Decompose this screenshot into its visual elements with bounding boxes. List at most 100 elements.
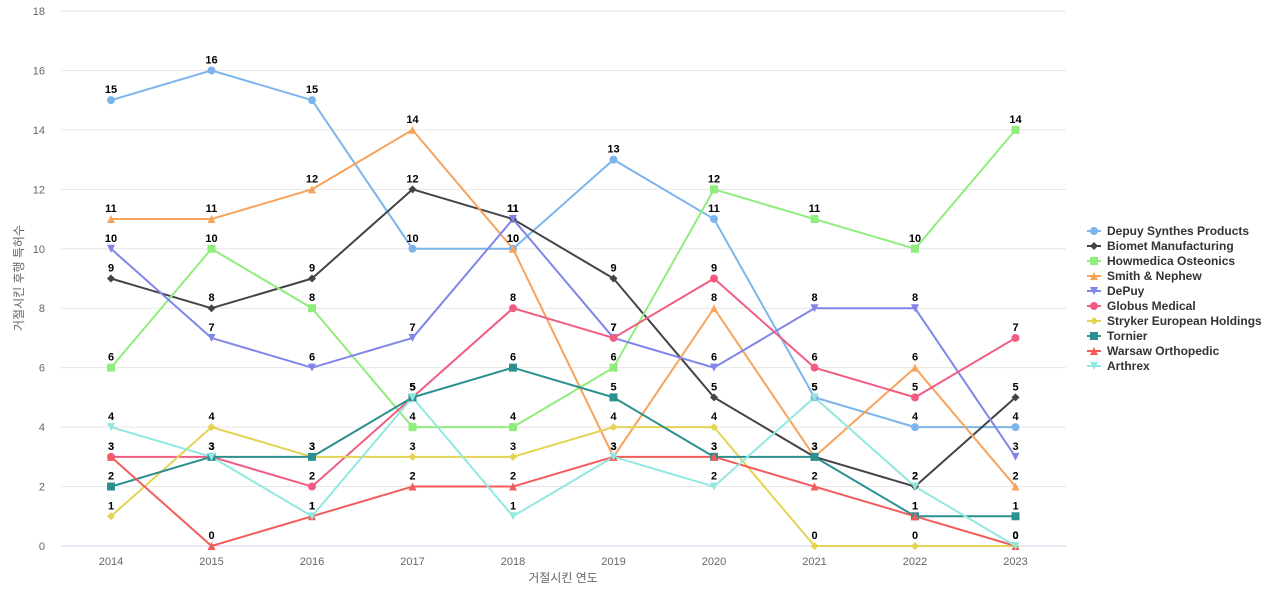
y-tick-label: 18 <box>33 6 45 18</box>
data-label: 6 <box>610 352 616 364</box>
data-label: 3 <box>711 441 717 453</box>
data-label: 8 <box>811 292 817 304</box>
x-tick-label: 2014 <box>99 556 123 568</box>
legend-item[interactable]: Stryker European Holdings <box>1087 314 1262 328</box>
data-label: 4 <box>409 411 416 423</box>
data-label: 3 <box>108 441 114 453</box>
y-tick-label: 6 <box>39 363 45 375</box>
data-label: 4 <box>610 411 617 423</box>
data-label: 2 <box>309 471 315 483</box>
data-label: 2 <box>409 471 415 483</box>
data-point <box>107 274 115 283</box>
series-line <box>110 396 1017 547</box>
legend-item[interactable]: Biomet Manufacturing <box>1087 239 1234 253</box>
x-tick-label: 2023 <box>1003 556 1027 568</box>
legend-item[interactable]: Tornier <box>1087 329 1148 343</box>
data-point <box>710 482 718 491</box>
data-point <box>911 363 919 372</box>
data-point <box>408 185 417 194</box>
data-point <box>107 482 115 491</box>
x-tick-label: 2021 <box>802 556 826 568</box>
data-point <box>609 452 618 461</box>
legend-label: Stryker European Holdings <box>1107 314 1262 328</box>
legend-item[interactable]: Depuy Synthes Products <box>1087 224 1249 238</box>
y-tick-label: 16 <box>33 65 45 77</box>
series-line <box>110 188 1017 488</box>
data-point <box>1011 423 1020 432</box>
data-label: 7 <box>610 322 616 334</box>
data-label: 10 <box>507 233 519 245</box>
legend-marker <box>1090 362 1098 370</box>
data-label: 0 <box>912 530 918 542</box>
data-label: 1 <box>510 500 516 512</box>
data-point <box>107 215 115 224</box>
data-label: 3 <box>610 441 616 453</box>
data-point <box>911 393 919 402</box>
data-label: 4 <box>912 411 919 423</box>
data-point <box>408 244 417 253</box>
data-label: 0 <box>1012 530 1018 542</box>
data-point <box>911 423 919 432</box>
data-label: 3 <box>811 441 817 453</box>
legend-label: Smith & Nephew <box>1107 269 1202 283</box>
y-axis-ticks: 0 2 4 6 8 10 12 14 16 18 <box>33 6 45 553</box>
data-label: 3 <box>108 441 114 453</box>
data-label: 0 <box>1012 530 1018 542</box>
legend-label: DePuy <box>1107 284 1145 298</box>
legend-item[interactable]: Globus Medical <box>1087 299 1196 313</box>
data-point <box>609 363 618 372</box>
data-label: 5 <box>711 381 717 393</box>
data-point <box>1011 333 1020 342</box>
data-label: 9 <box>711 263 717 275</box>
y-tick-label: 2 <box>39 482 45 494</box>
data-label: 1 <box>1012 500 1018 512</box>
legend-item[interactable]: Warsaw Orthopedic <box>1087 344 1220 358</box>
data-point <box>810 393 819 402</box>
data-label: 11 <box>507 203 519 215</box>
data-point <box>308 185 316 194</box>
data-label: 11 <box>105 203 117 215</box>
data-label: 15 <box>105 84 117 96</box>
data-label: 5 <box>610 381 616 393</box>
data-point <box>710 452 718 461</box>
data-label: 16 <box>205 54 217 66</box>
data-label: 11 <box>206 203 218 215</box>
data-label: 2 <box>912 471 918 483</box>
x-tick-label: 2022 <box>903 556 927 568</box>
x-tick-label: 2018 <box>501 556 525 568</box>
data-label: 4 <box>208 411 215 423</box>
data-point <box>207 333 216 342</box>
legend-marker <box>1090 302 1098 310</box>
legend-item[interactable]: DePuy <box>1087 284 1145 298</box>
data-point <box>509 452 517 461</box>
data-point <box>1011 542 1020 550</box>
data-label: 10 <box>909 233 921 245</box>
series-line <box>110 277 1017 488</box>
y-tick-label: 8 <box>39 303 45 315</box>
data-point <box>911 244 919 253</box>
data-point <box>207 244 216 253</box>
legend-marker <box>1090 257 1098 265</box>
series-line <box>110 455 1017 547</box>
data-point <box>609 333 618 342</box>
data-label: 5 <box>409 381 415 393</box>
data-point <box>509 215 517 224</box>
y-tick-label: 12 <box>33 184 45 196</box>
legend-item[interactable]: Arthrex <box>1087 359 1150 373</box>
legend-item[interactable]: Smith & Nephew <box>1087 269 1202 283</box>
legend-marker <box>1090 272 1098 280</box>
data-label: 1 <box>309 500 315 512</box>
data-label: 14 <box>406 114 419 126</box>
x-axis-ticks: 2014 2015 2016 2017 2018 2019 2020 2021 2022 2023 <box>99 556 1028 568</box>
data-point <box>308 304 316 313</box>
data-point <box>308 96 316 105</box>
data-label: 6 <box>510 352 516 364</box>
data-label: 3 <box>1012 441 1018 453</box>
data-label: 8 <box>711 292 717 304</box>
legend-marker <box>1090 347 1098 355</box>
data-point <box>308 274 316 283</box>
data-point <box>308 452 316 461</box>
series-line <box>110 128 1017 488</box>
legend-item[interactable]: Howmedica Osteonics <box>1087 254 1235 268</box>
data-label: 5 <box>1012 381 1018 393</box>
